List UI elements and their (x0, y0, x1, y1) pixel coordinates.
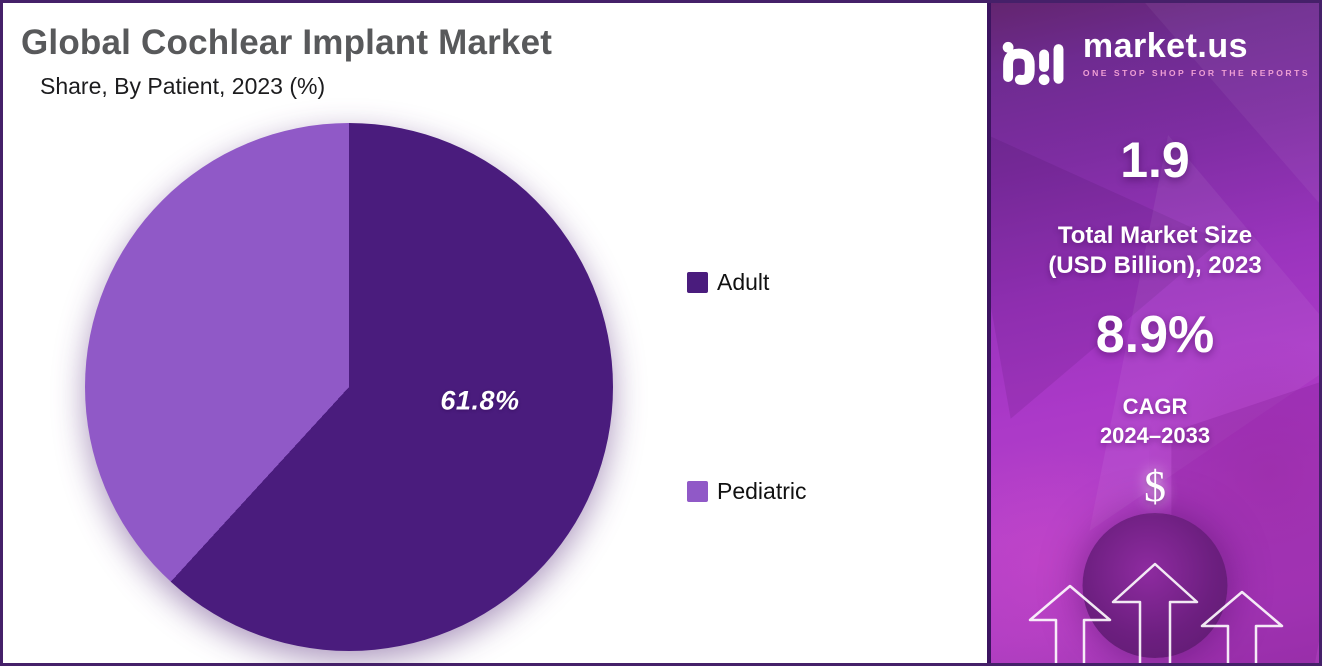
brand: market.us ONE STOP SHOP FOR THE REPORTS (991, 29, 1319, 89)
chart-subtitle: Share, By Patient, 2023 (%) (40, 73, 326, 99)
brand-text: market.us ONE STOP SHOP FOR THE REPORTS (1083, 29, 1310, 78)
cagr-label-line1: CAGR (1122, 394, 1188, 419)
market-size-label-line1: Total Market Size (1057, 222, 1253, 249)
chart-legend: Adult Pediatric (687, 269, 806, 505)
brand-name: market.us (1082, 27, 1249, 65)
page-title: Global Cochlear Implant Market (21, 23, 553, 62)
market-size-label-line2: (USD Billion), 2023 (1048, 252, 1262, 279)
legend-swatch-adult (687, 272, 708, 293)
cagr-value: 8.9% (1095, 306, 1215, 364)
legend-label-pediatric: Pediatric (717, 478, 807, 504)
market-size-value: 1.9 (1120, 132, 1190, 188)
legend-item-pediatric: Pediatric (687, 478, 806, 505)
dollar-symbol: $ (1144, 462, 1166, 511)
pie-circle (85, 123, 613, 651)
sidebar-cup-photo-circle (1082, 513, 1228, 658)
pie-slice-label-adult: 61.8% (440, 385, 520, 416)
market-us-logo-icon (1000, 29, 1072, 89)
cagr-label: CAGR 2024–2033 (991, 393, 1319, 450)
market-size-label: Total Market Size (USD Billion), 2023 (991, 221, 1319, 281)
growth-arrows-icon (1028, 562, 1284, 663)
cagr-label-line2: 2024–2033 (1099, 422, 1211, 448)
pie-chart: 61.8% (85, 123, 613, 651)
chart-panel: Global Cochlear Implant Market Share, By… (3, 3, 987, 663)
legend-swatch-pediatric (687, 481, 708, 502)
sidebar: market.us ONE STOP SHOP FOR THE REPORTS … (987, 3, 1319, 663)
legend-label-adult: Adult (717, 269, 770, 295)
legend-item-adult: Adult (687, 269, 806, 296)
brand-tagline: ONE STOP SHOP FOR THE REPORTS (1082, 68, 1311, 78)
